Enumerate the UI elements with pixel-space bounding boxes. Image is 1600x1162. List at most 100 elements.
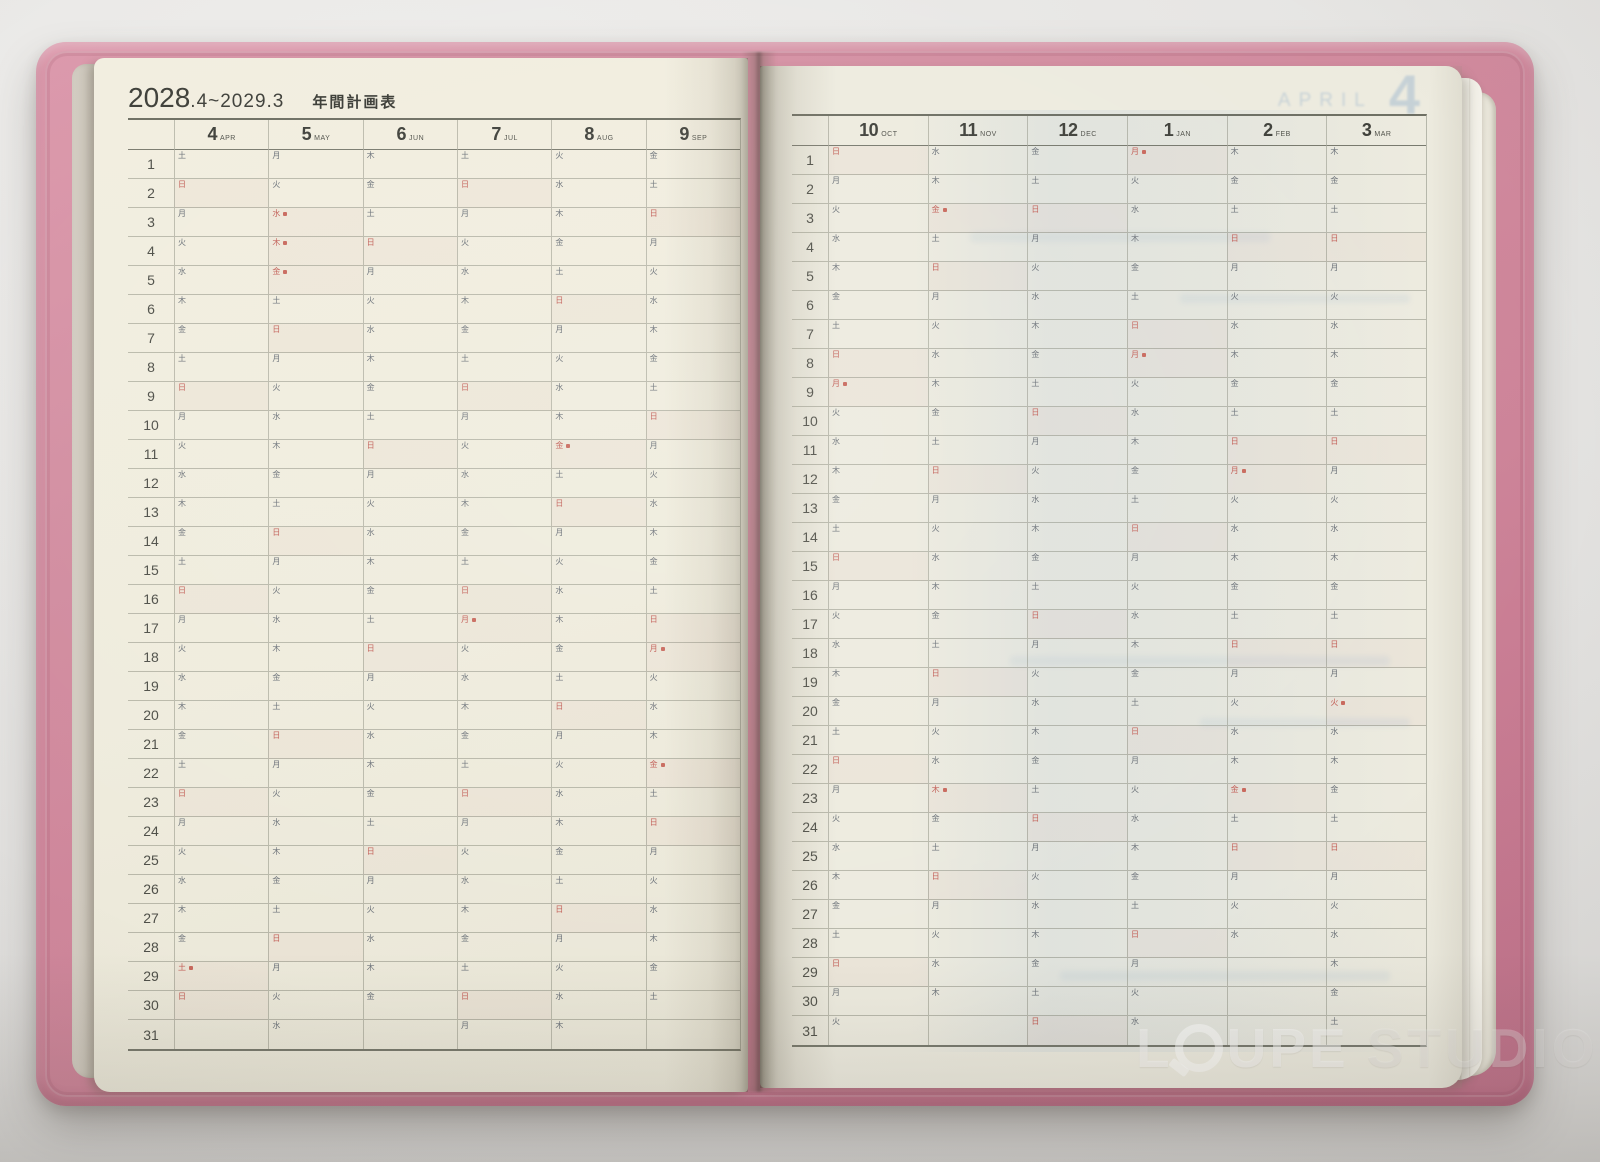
day-cell: 金 [1027, 349, 1127, 378]
weekday-kanji: 日 [555, 296, 564, 305]
day-row-number: 2 [792, 175, 828, 204]
day-cell: 火 [927, 929, 1028, 958]
weekday-kanji: 火 [1130, 379, 1139, 388]
day-cell: 金 [457, 730, 552, 759]
watermark-word-studio: STUDIO [1366, 1017, 1599, 1079]
day-cell: 金 [1027, 552, 1127, 581]
day-cell: 月 [927, 697, 1028, 726]
day-row-number: 1 [128, 150, 174, 179]
month-number: 6 [396, 124, 407, 144]
day-row-number: 16 [128, 585, 174, 614]
day-cell: 日 [645, 614, 740, 643]
month-number: 3 [1361, 120, 1372, 140]
day-cell: 日 [1226, 842, 1327, 871]
day-cell: 月 [927, 494, 1028, 523]
day-cell: 水 [828, 436, 928, 465]
weekday-kanji: 火 [1230, 901, 1239, 910]
weekday-kanji: 火 [1130, 582, 1139, 591]
weekday-kanji: 日 [178, 789, 186, 798]
day-cell: 月 [1027, 436, 1127, 465]
weekday-kanji: 金 [931, 408, 940, 417]
weekday-kanji: 日 [555, 702, 564, 711]
day-cell: 木 [645, 527, 740, 556]
weekday-kanji: 月 [555, 528, 564, 537]
day-cell: 日 [1226, 233, 1327, 262]
weekday-kanji: 日 [931, 872, 940, 881]
month-abbr: OCT [881, 130, 898, 138]
day-row-number: 10 [128, 411, 174, 440]
day-cell: 金 [927, 610, 1028, 639]
grid-corner-cell [128, 120, 174, 150]
holiday-dot [189, 966, 193, 970]
weekday-kanji: 日 [1330, 234, 1339, 243]
weekday-kanji: 木 [1031, 524, 1040, 533]
day-cell: 金 [457, 933, 552, 962]
weekday-kanji: 日 [555, 905, 564, 914]
day-cell: 土 [645, 382, 740, 411]
day-row-number: 31 [802, 1022, 818, 1039]
day-cell: 土 [174, 759, 269, 788]
holiday-dot [283, 270, 288, 274]
day-cell: 日 [268, 730, 363, 759]
weekday-kanji: 木 [1031, 321, 1040, 330]
day-cell: 火 [645, 875, 740, 904]
weekday-kanji: 土 [1330, 611, 1339, 620]
month-number: 8 [584, 124, 594, 144]
weekday-kanji: 金 [178, 528, 186, 537]
day-row-number: 15 [128, 556, 174, 585]
weekday-kanji: 月 [649, 238, 658, 247]
weekday-kanji: 火 [1230, 495, 1239, 504]
day-cell: 月 [1027, 842, 1127, 871]
day-cell: 日 [1027, 204, 1127, 233]
day-row-number: 17 [792, 610, 828, 639]
showthrough-next-page: APRIL 4 [1278, 66, 1420, 122]
day-cell: 日 [1126, 523, 1227, 552]
day-cell: 日 [1027, 407, 1127, 436]
weekday-kanji: 土 [832, 321, 840, 330]
weekday-kanji: 水 [1330, 524, 1339, 533]
weekday-kanji: 水 [1130, 814, 1139, 823]
weekday-kanji: 火 [272, 789, 281, 798]
day-cell: 水 [1226, 523, 1327, 552]
day-cell: 月 [1326, 465, 1426, 494]
weekday-kanji: 土 [1330, 1017, 1339, 1026]
day-cell: 水 [1126, 1016, 1227, 1045]
day-cell: 月 [174, 817, 269, 846]
day-cell: 金 [927, 813, 1028, 842]
month-number: 2 [1263, 120, 1273, 140]
weekday-kanji: 月 [272, 760, 281, 769]
day-cell: 金 [268, 672, 363, 701]
day-cell: 日 [645, 208, 740, 237]
weekday-kanji: 日 [1031, 814, 1040, 823]
day-cell: 水 [1126, 813, 1227, 842]
weekday-kanji: 金 [1031, 756, 1040, 765]
weekday-kanji: 火 [178, 441, 186, 450]
day-cell: 土 [828, 523, 928, 552]
day-cell: 水 [268, 411, 363, 440]
day-cell: 月 [362, 875, 457, 904]
day-cell: 土 [645, 991, 740, 1020]
weekday-kanji: 火 [931, 727, 940, 736]
day-row-number: 26 [128, 875, 174, 904]
day-cell: 日 [551, 701, 646, 730]
weekday-kanji: 火 [931, 321, 940, 330]
day-cell: 木 [362, 556, 457, 585]
weekday-kanji: 月 [1230, 466, 1239, 475]
day-cell: 日 [828, 755, 928, 784]
day-cell [362, 1020, 457, 1049]
month-abbr: MAY [314, 134, 331, 142]
weekday-kanji: 火 [931, 524, 940, 533]
day-cell: 月 [174, 411, 269, 440]
weekday-kanji: 木 [272, 847, 281, 856]
day-cell: 月 [362, 672, 457, 701]
day-cell: 木 [645, 324, 740, 353]
day-cell: 日 [174, 585, 269, 614]
weekday-kanji: 水 [272, 209, 281, 218]
day-cell: 日 [1326, 842, 1426, 871]
weekday-kanji: 水 [461, 876, 469, 885]
weekday-kanji: 金 [1130, 466, 1139, 475]
weekday-kanji: 水 [366, 731, 375, 740]
day-cell: 水 [268, 817, 363, 846]
day-cell [174, 1020, 268, 1049]
day-cell: 木 [828, 871, 928, 900]
